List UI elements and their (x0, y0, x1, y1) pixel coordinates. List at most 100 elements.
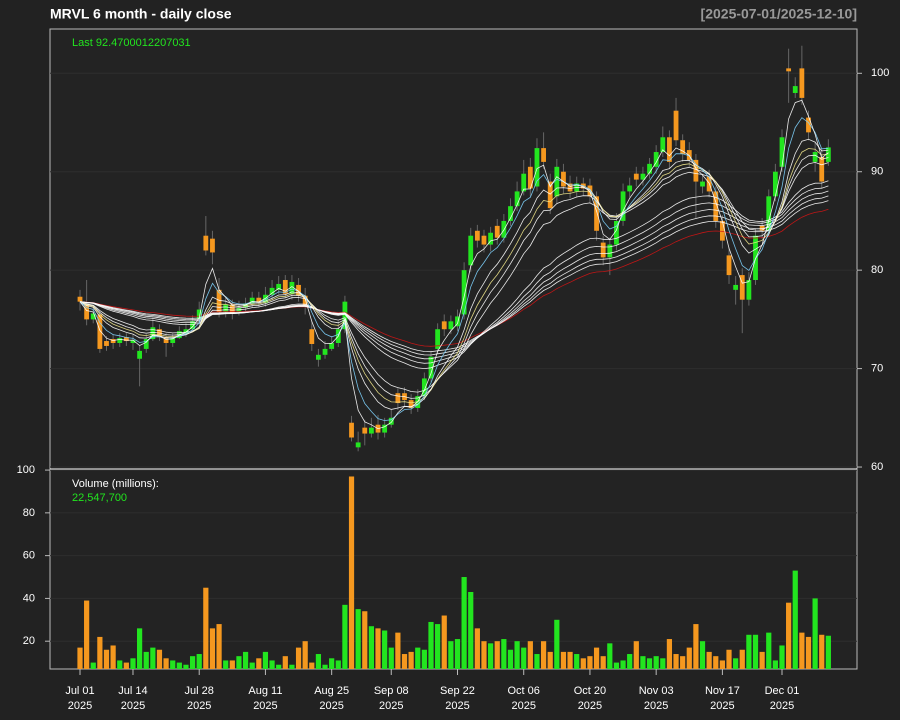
volume-bar (699, 641, 706, 669)
x-tick-label: 2025 (319, 700, 343, 712)
volume-bar (719, 660, 725, 669)
candle-body (461, 270, 467, 315)
candle-body (408, 400, 414, 408)
marks (77, 45, 831, 669)
volume-bar (461, 577, 467, 669)
volume-bar (713, 656, 719, 669)
volume-bar (627, 654, 633, 669)
volume-bar (825, 635, 831, 669)
candle-body (673, 110, 679, 141)
x-tick-label: Aug 25 (314, 685, 349, 697)
y-tick-label: 60 (23, 550, 35, 562)
candle-body (77, 296, 83, 302)
volume-bar (454, 639, 461, 669)
volume-bar (375, 628, 381, 669)
volume-bar (249, 662, 255, 669)
candle-body (620, 191, 626, 221)
volume-bar (547, 651, 553, 669)
volume-bar (329, 658, 335, 669)
candle-body (494, 225, 500, 238)
candle-body (441, 321, 447, 330)
volume-bar (408, 651, 414, 669)
volume-bar (805, 636, 812, 669)
candle-body (455, 316, 460, 327)
x-tick-label: Oct 06 (508, 685, 540, 697)
candle-body (713, 191, 719, 221)
candle-body (196, 309, 202, 320)
x-tick-label: 2025 (253, 700, 277, 712)
x-tick-label: Jul 01 (65, 685, 94, 697)
candle-body (600, 242, 606, 258)
volume-bar (799, 632, 805, 669)
moving-average (79, 161, 829, 393)
moving-average (79, 208, 829, 347)
candle-body (203, 235, 209, 251)
volume-bar (382, 630, 388, 669)
volume-bar (355, 609, 361, 669)
candle-body (349, 422, 354, 438)
last-price: Last 92.4700012207031 (72, 37, 191, 49)
volume-bar (415, 647, 421, 669)
volume-bar (368, 626, 374, 669)
x-tick-label: Aug 11 (248, 685, 282, 697)
x-tick-label: Nov 03 (639, 685, 674, 697)
volume-label: Volume (millions): (72, 478, 159, 490)
volume-bar (680, 656, 686, 669)
volume-bar (527, 641, 533, 669)
volume-bar (170, 660, 176, 669)
candle-body (481, 235, 487, 245)
candle-body (786, 68, 792, 72)
candle-body (667, 137, 672, 162)
volume-bar (739, 649, 745, 669)
x-tick-label: 2025 (511, 700, 535, 712)
volume-bar (223, 660, 229, 669)
candle-body (170, 338, 176, 344)
volume-bar (772, 660, 778, 669)
volume-bar (686, 647, 692, 669)
candle-body (368, 427, 374, 434)
candle-body (448, 321, 454, 330)
candle-body (130, 340, 136, 344)
volume-bar (130, 658, 136, 669)
candle-body (521, 173, 527, 192)
date-range: [2025-07-01/2025-12-10] (701, 6, 857, 22)
x-tick-label: 2025 (379, 700, 403, 712)
candle-body (421, 378, 427, 397)
candle-body (567, 183, 573, 192)
volume-bar (435, 624, 441, 669)
candle-body (183, 329, 189, 334)
candle-body (150, 327, 156, 340)
candle-body (799, 68, 805, 98)
y-tick-label: 20 (23, 635, 35, 647)
candle-body (554, 166, 560, 197)
candle-body (302, 295, 308, 307)
candle-body (468, 235, 474, 266)
y-tick-label: 100 (871, 67, 889, 79)
y-tick-label: 40 (23, 592, 35, 604)
x-tick-label: 2025 (187, 700, 211, 712)
volume-bar (289, 664, 295, 669)
volume-bar (620, 660, 626, 669)
candle-body (382, 424, 388, 433)
volume-bar (209, 628, 216, 669)
volume-bar (666, 639, 673, 669)
volume-bar (335, 660, 341, 669)
volume-bar (660, 658, 666, 669)
x-tick-label: 2025 (578, 700, 602, 712)
candle-body (210, 238, 215, 253)
candle-body (84, 304, 90, 320)
volume-bar (77, 647, 83, 669)
volume-bar (189, 656, 196, 669)
volume-bar (203, 587, 209, 669)
moving-average (79, 138, 829, 410)
candle-body (547, 181, 553, 209)
volume-bar (507, 649, 514, 669)
volume-bar (752, 634, 759, 669)
candle-body (329, 343, 335, 349)
volume-bar (819, 634, 825, 669)
grid: 60 70 80 90 100 20 40 60 80 100 Jul 01 2025 Jul 14 20… (17, 67, 890, 712)
volume-bar (315, 654, 322, 669)
candle-body (825, 147, 831, 162)
candle-body (660, 137, 666, 153)
